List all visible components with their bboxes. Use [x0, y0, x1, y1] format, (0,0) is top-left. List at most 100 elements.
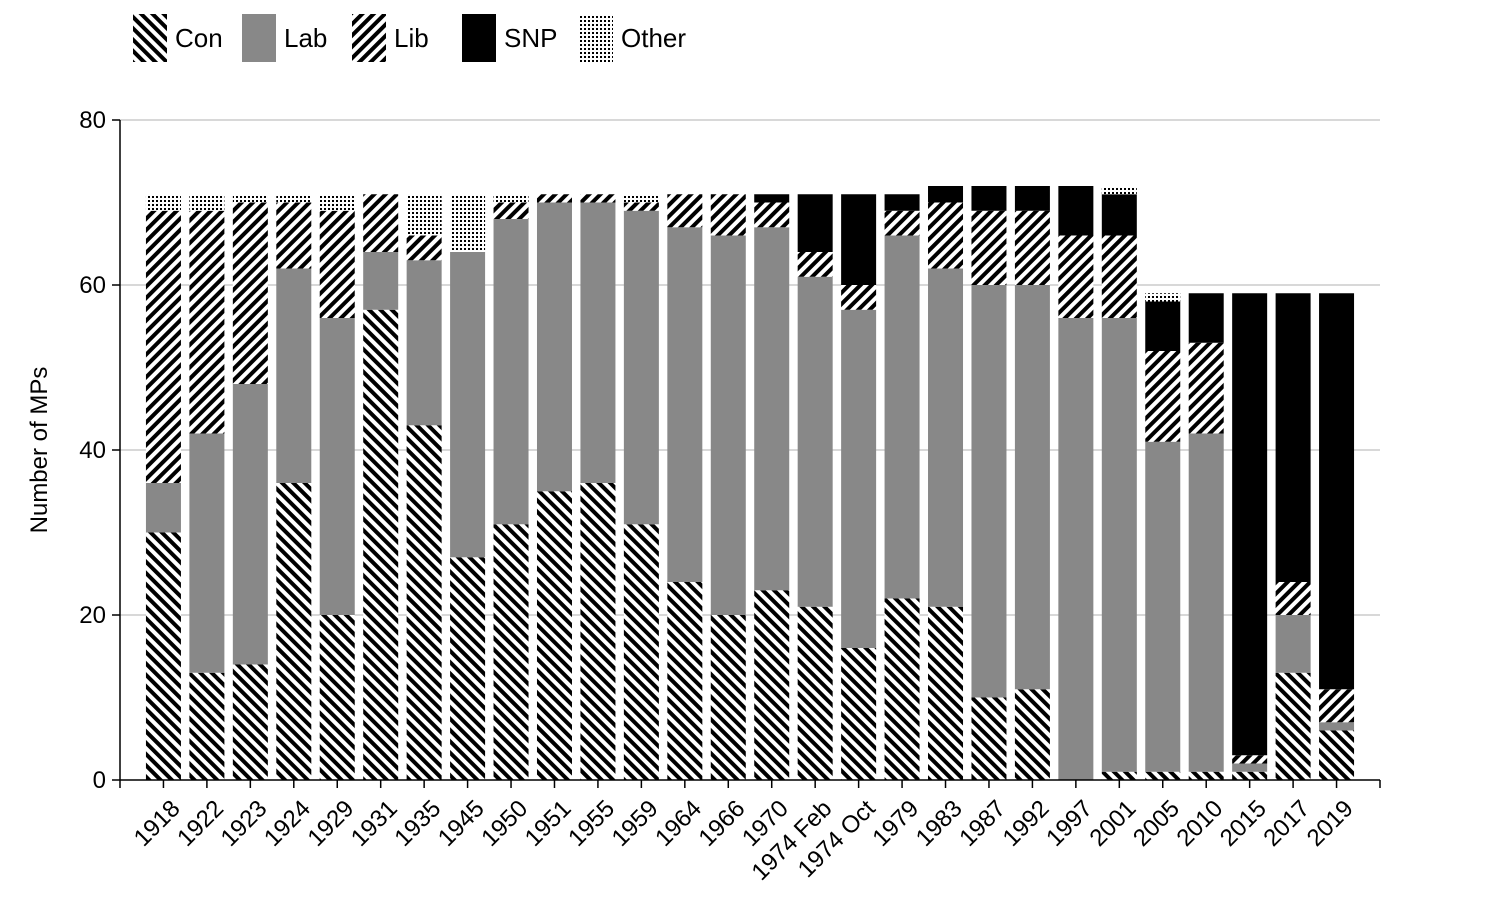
bar-2019-con [1319, 730, 1355, 780]
bar-1983-snp [928, 186, 964, 203]
legend-swatch-snp [462, 14, 496, 62]
bar-1997-snp [1058, 186, 1094, 236]
x-tick-label-1950: 1950 [476, 795, 533, 852]
bar-1924-con [276, 483, 312, 780]
x-tick-label-2017: 2017 [1258, 795, 1315, 852]
legend-label-lab: Lab [284, 23, 327, 53]
bar-2010-con [1188, 771, 1224, 780]
x-tick-label-1983: 1983 [911, 795, 968, 852]
x-tick-label-1997: 1997 [1041, 795, 1098, 852]
bar-1979-lab [884, 235, 920, 599]
bar-1959-lib [623, 202, 659, 211]
bar-1955-con [580, 483, 616, 780]
legend-swatch-lib [352, 14, 386, 62]
bar-1945-lab [450, 252, 486, 558]
bar-1974-feb-snp [797, 194, 833, 252]
bar-1950-con [493, 524, 529, 780]
y-tick-label-0: 0 [93, 767, 106, 794]
legend-label-snp: SNP [504, 23, 557, 53]
bar-1970-lab [754, 227, 790, 591]
x-tick-label-1945: 1945 [433, 795, 490, 852]
bar-1918-other [145, 194, 181, 211]
bar-2015-lib [1232, 755, 1268, 764]
x-tick-label-1959: 1959 [607, 795, 664, 852]
bar-1951-lib [536, 194, 572, 203]
bar-1931-lib [363, 194, 399, 252]
bar-2001-lab [1101, 318, 1137, 772]
x-tick-label-2005: 2005 [1128, 795, 1185, 852]
bar-2015-con [1232, 771, 1268, 780]
bar-1966-con [710, 615, 746, 780]
x-tick-label-2019: 2019 [1302, 795, 1359, 852]
bar-1929-con [319, 615, 355, 780]
legend-label-lib: Lib [394, 23, 429, 53]
bars [145, 186, 1355, 780]
bar-2010-lib [1188, 342, 1224, 434]
x-tick-label-2010: 2010 [1171, 795, 1228, 852]
y-axis-ticks: 0 20 40 60 80 [79, 107, 120, 794]
bar-1935-con [406, 425, 442, 780]
bar-1979-snp [884, 194, 920, 211]
bar-2005-other [1145, 293, 1181, 302]
x-tick-label-1935: 1935 [389, 795, 446, 852]
bar-2001-snp [1101, 194, 1137, 236]
bar-1945-other [450, 194, 486, 252]
bar-2019-snp [1319, 293, 1355, 690]
y-tick-label-60: 60 [79, 272, 106, 299]
bar-1955-lab [580, 202, 616, 483]
bar-1923-lab [232, 384, 268, 665]
bar-1950-lib [493, 202, 529, 219]
x-tick-label-1987: 1987 [954, 795, 1011, 852]
bar-2005-snp [1145, 301, 1181, 351]
bar-1959-lab [623, 210, 659, 525]
bar-2005-lib [1145, 351, 1181, 442]
x-tick-label-1951: 1951 [520, 795, 577, 852]
legend-swatch-other [579, 14, 613, 62]
bar-1955-lib [580, 194, 616, 203]
bar-1918-lib [145, 210, 181, 483]
bar-1987-con [971, 697, 1007, 780]
bar-2005-con [1145, 771, 1181, 780]
x-tick-label-1966: 1966 [694, 795, 751, 852]
x-tick-label-2001: 2001 [1085, 795, 1142, 852]
bar-1992-snp [1014, 186, 1050, 211]
bar-1922-lib [189, 210, 225, 434]
legend-swatch-con [133, 14, 167, 62]
bar-1964-lab [667, 227, 703, 582]
bar-1974-oct-lib [841, 285, 877, 310]
bar-2017-snp [1275, 293, 1311, 582]
bar-1974-oct-con [841, 648, 877, 780]
bar-2001-lib [1101, 235, 1137, 318]
bar-1923-lib [232, 202, 268, 384]
bar-1950-other [493, 194, 529, 203]
bar-1974-oct-snp [841, 194, 877, 285]
bar-1992-con [1014, 689, 1050, 780]
x-axis-ticks: 1918192219231924192919311935194519501951… [129, 780, 1359, 886]
x-tick-label-1931: 1931 [346, 795, 403, 852]
bar-2001-con [1101, 771, 1137, 780]
bar-1974-feb-lab [797, 276, 833, 607]
bar-1923-con [232, 664, 268, 780]
bar-1970-snp [754, 194, 790, 203]
bar-1931-con [363, 309, 399, 780]
x-tick-label-2015: 2015 [1215, 795, 1272, 852]
bar-2019-lib [1319, 689, 1355, 723]
bar-1987-snp [971, 186, 1007, 211]
y-tick-label-40: 40 [79, 437, 106, 464]
bar-1945-con [450, 557, 486, 780]
bar-2017-con [1275, 672, 1311, 780]
bar-2001-other [1101, 186, 1137, 195]
bar-1924-lab [276, 268, 312, 483]
bar-1922-other [189, 194, 225, 211]
bar-1923-other [232, 194, 268, 203]
bar-1964-con [667, 582, 703, 780]
bar-1974-oct-lab [841, 309, 877, 648]
y-tick-label-80: 80 [79, 107, 106, 134]
bar-1918-con [145, 532, 181, 780]
bar-1964-lib [667, 194, 703, 228]
bar-1935-lib [406, 235, 442, 261]
y-tick-label-20: 20 [79, 602, 106, 629]
x-tick-label-1992: 1992 [998, 795, 1055, 852]
bar-1970-con [754, 590, 790, 780]
